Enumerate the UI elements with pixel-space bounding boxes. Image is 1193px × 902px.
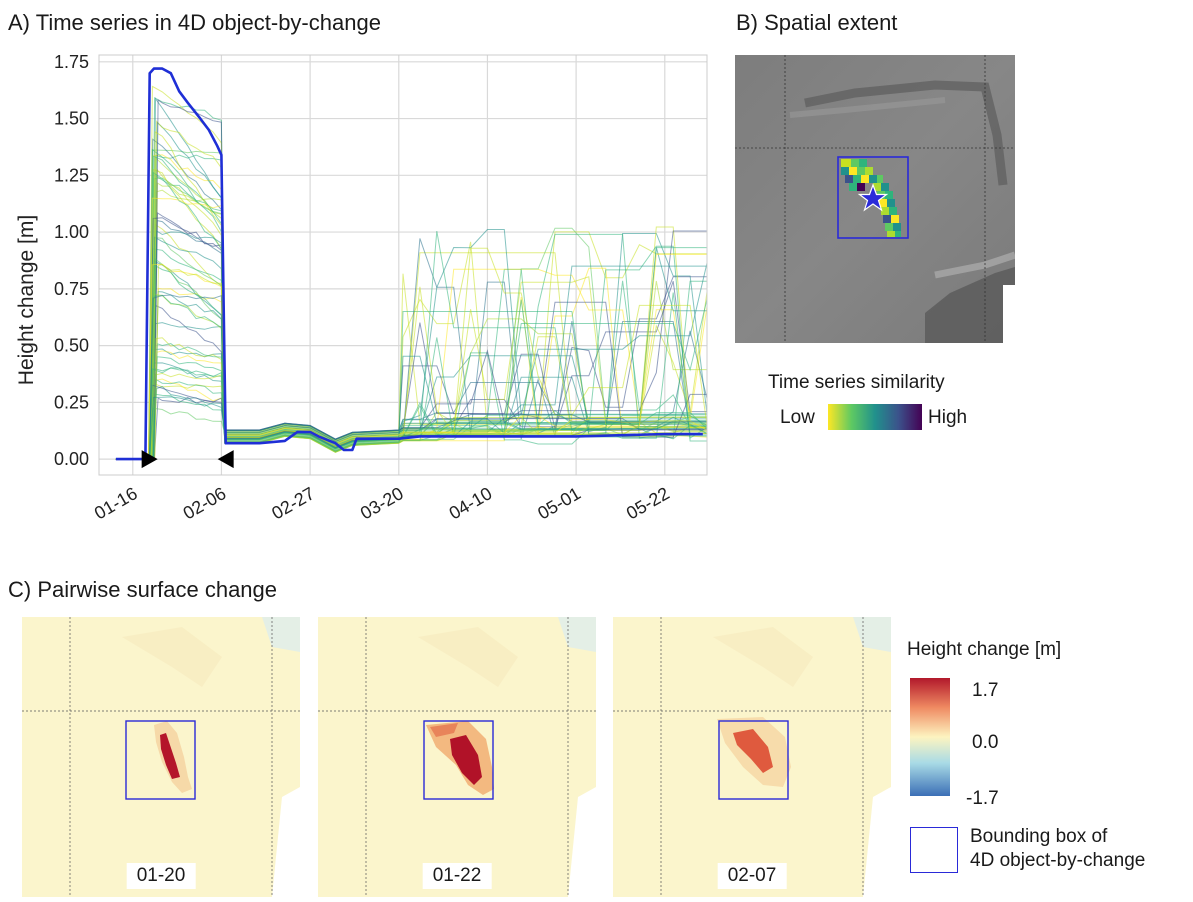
x-tick-label: 03-20 bbox=[357, 483, 407, 523]
bounding-box-b bbox=[837, 156, 909, 239]
y-tick-label: 1.00 bbox=[54, 222, 89, 242]
x-tick-label: 02-27 bbox=[268, 483, 318, 523]
plot-frame bbox=[98, 54, 708, 476]
start-marker-icon bbox=[141, 450, 158, 469]
y-tick-label: 1.50 bbox=[54, 109, 89, 129]
x-tick-label: 02-06 bbox=[180, 483, 230, 523]
ensemble-lines bbox=[115, 85, 708, 460]
bbox-legend-line1: Bounding box of bbox=[970, 826, 1108, 847]
similarity-low-label: Low bbox=[780, 407, 815, 428]
x-tick-labels: 01-16 02-06 02-27 03-20 04-10 05-01 05-22 bbox=[91, 483, 673, 523]
pairwise-date-2: 01-22 bbox=[422, 863, 492, 889]
y-tick-label: 1.75 bbox=[54, 52, 89, 72]
similarity-pixels bbox=[841, 159, 901, 237]
spatial-extent-map bbox=[735, 55, 1015, 343]
chart-grid bbox=[99, 55, 707, 475]
similarity-colorbar bbox=[828, 404, 922, 430]
seed-star-icon bbox=[857, 183, 889, 212]
y-tick-label: 0.75 bbox=[54, 279, 89, 299]
x-tick-label: 05-01 bbox=[534, 483, 584, 523]
ensemble-line bbox=[115, 247, 708, 460]
x-tick-label: 04-10 bbox=[446, 483, 496, 523]
ensemble-line bbox=[115, 265, 707, 460]
height-colorbar bbox=[910, 678, 950, 796]
height-mid-label: 0.0 bbox=[972, 732, 999, 753]
terrain-ridge bbox=[804, 80, 1008, 186]
ensemble-line bbox=[115, 148, 707, 460]
x-tick-label: 05-22 bbox=[623, 483, 673, 523]
y-tick-label: 0.25 bbox=[54, 392, 89, 412]
y-tick-label: 0.00 bbox=[54, 449, 89, 469]
pairwise-map-2: 01-22 bbox=[318, 617, 596, 897]
pairwise-map-3: 02-07 bbox=[613, 617, 891, 897]
panel-c-title: C) Pairwise surface change bbox=[8, 577, 278, 602]
height-legend-title: Height change [m] bbox=[907, 639, 1062, 660]
panel-a-title: A) Time series in 4D object-by-change bbox=[8, 10, 381, 35]
time-series-chart: 0.00 0.25 0.50 0.75 1.00 1.25 1.50 1.75 01-16 02… bbox=[15, 52, 708, 523]
similarity-high-label: High bbox=[928, 407, 968, 428]
y-tick-label: 0.50 bbox=[54, 336, 89, 356]
y-tick-labels: 0.00 0.25 0.50 0.75 1.00 1.25 1.50 1.75 bbox=[54, 52, 89, 469]
pairwise-map-1: 01-20 bbox=[22, 617, 300, 897]
ensemble-line bbox=[115, 197, 707, 460]
main-series-line bbox=[115, 67, 703, 461]
event-markers bbox=[141, 450, 234, 469]
height-min-label: -1.7 bbox=[966, 788, 999, 809]
y-axis-label: Height change [m] bbox=[15, 215, 38, 385]
ensemble-line bbox=[115, 230, 707, 460]
ensemble-line bbox=[115, 356, 708, 460]
ensemble-line bbox=[115, 229, 708, 460]
panel-b-title: B) Spatial extent bbox=[736, 10, 898, 35]
ensemble-line bbox=[115, 131, 707, 460]
end-marker-icon bbox=[217, 450, 234, 469]
bbox-legend-swatch bbox=[910, 827, 958, 873]
main-series bbox=[115, 67, 703, 461]
ensemble-line bbox=[115, 149, 707, 460]
ensemble-line bbox=[115, 292, 708, 460]
ensemble-line bbox=[115, 294, 707, 460]
x-tick-label: 01-16 bbox=[91, 483, 141, 523]
similarity-legend-title: Time series similarity bbox=[768, 372, 945, 393]
y-tick-label: 1.25 bbox=[54, 165, 89, 185]
bbox-legend-line2: 4D object-by-change bbox=[970, 850, 1146, 871]
no-data-area bbox=[1003, 285, 1015, 343]
pairwise-date-1: 01-20 bbox=[126, 863, 196, 889]
pairwise-date-3: 02-07 bbox=[717, 863, 787, 889]
height-max-label: 1.7 bbox=[972, 680, 999, 701]
